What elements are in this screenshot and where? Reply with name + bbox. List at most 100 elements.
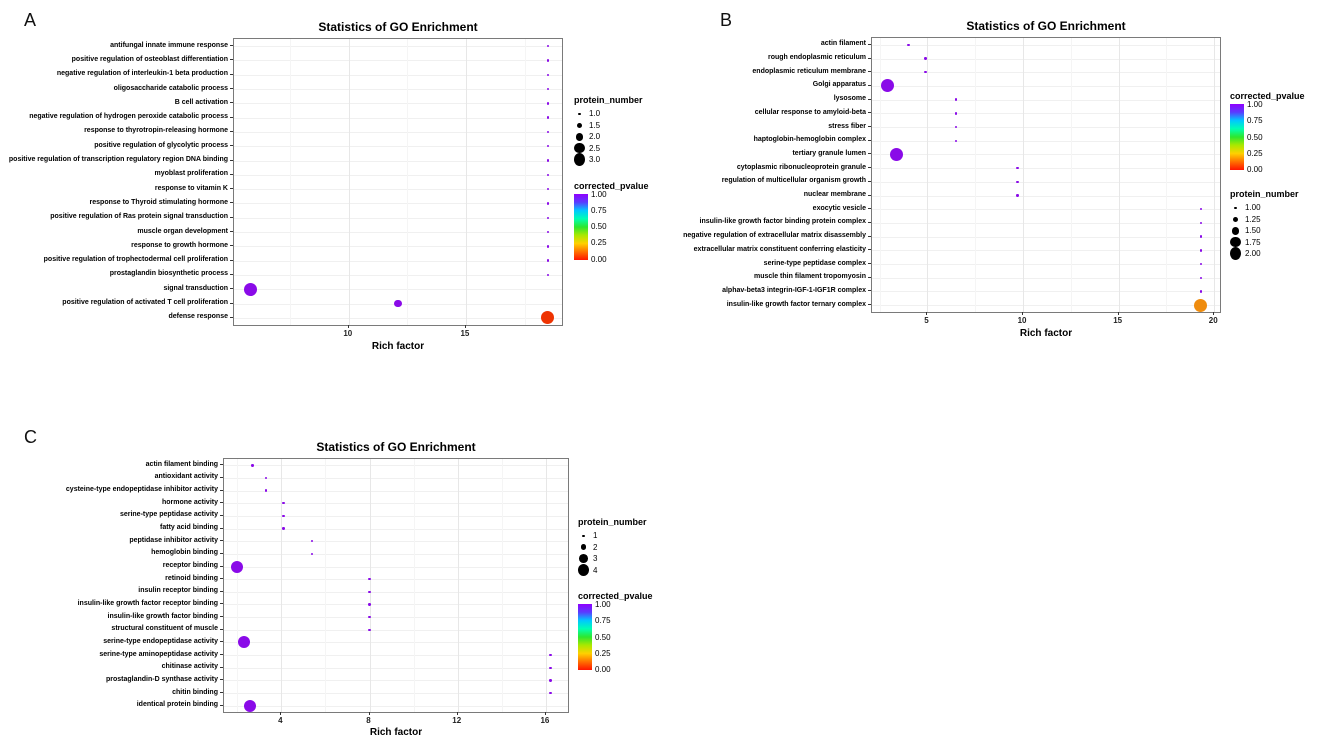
- data-point: [1199, 249, 1203, 252]
- y-axis-label: positive regulation of osteoblast differ…: [71, 55, 228, 63]
- gridline-row: [224, 515, 568, 517]
- y-axis-label: positive regulation of activated T cell …: [62, 299, 228, 307]
- x-axis-label: Rich factor: [371, 341, 425, 352]
- legend-title: protein_number: [1230, 189, 1299, 199]
- y-tick-mark: [868, 43, 871, 45]
- y-axis-label: negative regulation of hydrogen peroxide…: [29, 113, 228, 121]
- gridline-row: [872, 236, 1220, 238]
- x-tick-mark: [280, 712, 282, 715]
- x-tick-mark: [1117, 312, 1119, 315]
- gridline-row: [234, 232, 562, 234]
- y-axis-label: exocytic vesicle: [812, 204, 866, 212]
- y-axis-label: alphav-beta3 integrin-IGF-1-IGF1R comple…: [722, 286, 866, 294]
- x-tick-mark: [1022, 312, 1024, 315]
- data-point: [546, 145, 550, 148]
- colorbar-label: 0.25: [1247, 148, 1263, 158]
- data-point: [546, 130, 550, 134]
- gridline-row: [234, 260, 562, 262]
- gridline-row: [234, 89, 562, 91]
- legend-title: corrected_pvalue: [578, 591, 653, 601]
- legend-size-item: 3.0: [574, 153, 649, 167]
- data-point: [1199, 276, 1203, 279]
- x-tick-label: 4: [278, 716, 283, 725]
- y-axis-label: response to Thyroid stimulating hormone: [89, 198, 228, 206]
- gridline-row: [872, 209, 1220, 211]
- data-point: [549, 666, 552, 669]
- y-axis-label: insulin receptor binding: [138, 587, 218, 595]
- legend-size-item: 3: [578, 553, 653, 565]
- pvalue-colorbar: [574, 193, 588, 260]
- gridline-row: [224, 642, 568, 644]
- y-tick-mark: [868, 290, 871, 292]
- go-enrichment-panel-a: A Statistics of GO Enrichment Rich facto…: [0, 8, 690, 360]
- legend-size-label: 1.00: [1245, 203, 1261, 213]
- data-point: [1199, 290, 1203, 293]
- data-point: [546, 87, 550, 91]
- y-tick-mark: [220, 527, 223, 529]
- gridline-row: [872, 264, 1220, 266]
- y-axis-label: muscle organ development: [137, 227, 228, 235]
- legend-size-dot: [574, 112, 585, 115]
- gridline-row: [234, 160, 562, 162]
- gridline-row: [872, 44, 1220, 46]
- data-point: [549, 653, 552, 657]
- gridline-row: [224, 655, 568, 657]
- legend-size-label: 4: [593, 565, 598, 575]
- colorbar-label: 0.25: [591, 238, 607, 248]
- y-tick-mark: [220, 616, 223, 618]
- y-tick-mark: [868, 263, 871, 265]
- pvalue-colorbar: [1230, 104, 1244, 170]
- y-axis-label: retinoid binding: [165, 574, 218, 582]
- gridline-row: [234, 74, 562, 76]
- gridline-row: [872, 72, 1220, 74]
- y-tick-mark: [868, 276, 871, 278]
- y-tick-mark: [230, 173, 233, 175]
- legend-size-dot: [574, 153, 585, 167]
- data-point: [237, 636, 250, 649]
- y-tick-mark: [220, 704, 223, 706]
- gridline-row: [872, 277, 1220, 279]
- gridline-minor: [407, 39, 409, 325]
- data-point: [282, 514, 285, 518]
- plot-area: [871, 37, 1221, 313]
- legend-title: corrected_pvalue: [1230, 91, 1305, 101]
- gridline-row: [234, 189, 562, 191]
- y-axis-label: peptidase inhibitor activity: [129, 536, 218, 544]
- legend: corrected_pvalue 1.00 0.75 0.50 0.25 0.00 prot…: [1230, 91, 1305, 261]
- y-tick-mark: [230, 231, 233, 233]
- y-tick-mark: [220, 476, 223, 478]
- legend-size-item: 1.75: [1230, 237, 1305, 249]
- legend-size-label: 3: [593, 554, 598, 564]
- gridline-row: [234, 317, 562, 319]
- data-point: [546, 259, 550, 262]
- data-point: [546, 273, 550, 277]
- x-tick-mark: [544, 712, 546, 715]
- pvalue-colorbar: [578, 604, 592, 670]
- gridline-minor: [501, 459, 503, 712]
- gridline-row: [224, 528, 568, 530]
- corrected-pvalue-legend: corrected_pvalue 1.00 0.75 0.50 0.25 0.00: [574, 181, 649, 264]
- gridline-row: [872, 140, 1220, 142]
- y-axis-label: positive regulation of Ras protein signa…: [50, 213, 228, 221]
- data-point: [954, 125, 958, 129]
- y-tick-mark: [868, 57, 871, 59]
- legend-size-dot: [1230, 226, 1241, 235]
- legend-size-label: 1.75: [1245, 237, 1261, 247]
- data-point: [368, 615, 371, 619]
- y-axis-label: stress fiber: [828, 122, 866, 130]
- data-point: [546, 102, 550, 105]
- y-tick-mark: [230, 116, 233, 118]
- colorbar-label: 0.50: [1247, 132, 1263, 142]
- legend-size-item: 1.25: [1230, 214, 1305, 226]
- protein-number-legend: protein_number 1.0 1.5 2.0 2.5 3.0: [574, 95, 649, 167]
- y-tick-mark: [230, 188, 233, 190]
- gridline-row: [234, 174, 562, 176]
- y-axis-label: chitinase activity: [161, 663, 218, 671]
- y-axis-label: insulin-like growth factor receptor bind…: [77, 599, 218, 607]
- y-axis-label: lysosome: [833, 95, 866, 103]
- colorbar-label: 0.50: [591, 222, 607, 231]
- gridline-major: [281, 459, 283, 712]
- y-axis-label: cysteine-type endopeptidase inhibitor ac…: [65, 486, 218, 494]
- y-tick-mark: [230, 273, 233, 275]
- colorbar-label: 0.00: [1247, 165, 1263, 174]
